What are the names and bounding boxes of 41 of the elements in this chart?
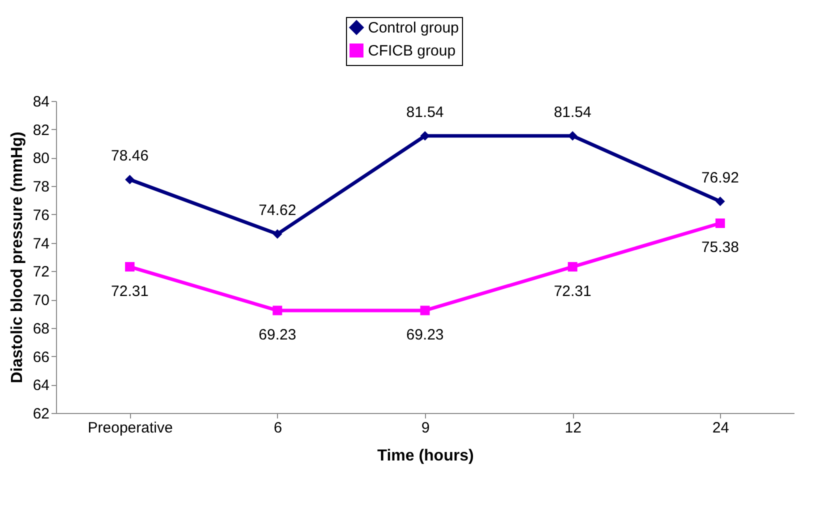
point	[125, 174, 135, 184]
point	[715, 196, 725, 206]
y-tick-label: 76	[32, 206, 50, 224]
y-tick-label: 66	[32, 348, 50, 366]
x-axis-title: Time (hours)	[377, 448, 474, 464]
data-label: 72.31	[111, 282, 149, 300]
y-tick-label: 64	[32, 377, 50, 394]
y-tick-label: 68	[32, 320, 50, 338]
data-label: 75.38	[701, 239, 739, 256]
y-tick-label: 74	[32, 235, 50, 252]
point	[715, 218, 725, 228]
legend-label: Control group	[368, 20, 459, 36]
y-tick-label: 78	[32, 178, 50, 196]
point	[272, 306, 282, 316]
legend-label: CFICB group	[368, 42, 456, 60]
data-label: 72.31	[554, 282, 592, 300]
x-tick-label: 9	[421, 420, 430, 436]
data-label: 81.54	[554, 104, 592, 121]
data-label: 76.92	[701, 169, 739, 186]
y-tick-label: 82	[32, 122, 50, 139]
point	[420, 306, 430, 316]
point	[125, 262, 135, 272]
point	[272, 229, 282, 239]
y-tick-label: 62	[32, 406, 50, 422]
data-label: 78.46	[111, 148, 149, 165]
point	[568, 131, 578, 141]
point	[420, 131, 430, 141]
y-tick-label: 80	[32, 150, 50, 168]
x-tick-label: Preoperative	[88, 420, 173, 436]
data-label: 69.23	[406, 326, 444, 344]
data-label: 74.62	[258, 202, 296, 220]
y-tick-label: 70	[32, 292, 50, 310]
y-tick-label: 84	[32, 94, 50, 110]
point	[568, 262, 578, 272]
x-tick-label: 12	[564, 420, 582, 436]
data-label: 81.54	[406, 104, 444, 121]
data-label: 69.23	[258, 326, 296, 344]
x-tick-label: 24	[712, 420, 730, 436]
y-axis-title: Diastolic blood pressure (mmHg)	[8, 132, 26, 384]
y-tick-label: 72	[32, 264, 50, 281]
x-tick-label: 6	[274, 420, 282, 436]
